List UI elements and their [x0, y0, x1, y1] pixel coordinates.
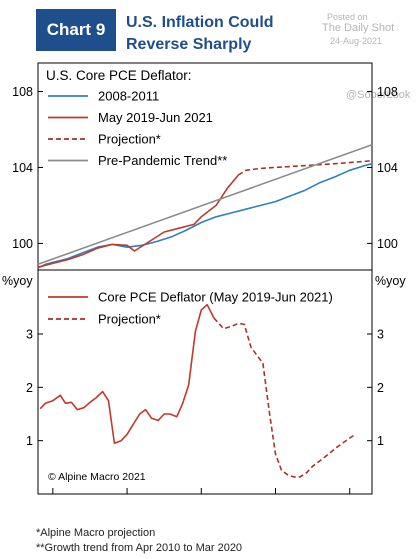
bottom-y-ticks: 1 1 2 2 3 3	[26, 328, 384, 449]
series-line-may-2019-jun-2021	[37, 174, 240, 268]
footnote-projection: *Alpine Macro projection	[36, 527, 156, 539]
x-axis-ticks: 20192020202120222023	[52, 488, 351, 494]
series-line-core-pce-deflator-may-2019-jun-2021	[39, 303, 215, 445]
watermark-posted-on: Posted on	[327, 12, 368, 22]
y-tick-label-right: 3	[377, 328, 384, 342]
legend-label-projection: Projection*	[98, 132, 161, 147]
chart-title-line1: U.S. Inflation Could	[126, 14, 274, 31]
y-tick-label-left: 3	[26, 328, 33, 342]
bottom-panel-frame	[37, 269, 373, 495]
bottom-legend: Core PCE Deflator (May 2019-Jun 2021) Pro…	[48, 290, 333, 327]
y-tick-label-right: 108	[377, 85, 398, 99]
legend-label-projection: Projection*	[98, 312, 161, 327]
y-tick-label-left: 104	[12, 161, 33, 175]
y-tick-label-left: 1	[26, 434, 33, 448]
top-panel-title: U.S. Core PCE Deflator:	[46, 68, 192, 83]
legend-label-may-2019-jun-2021: May 2019-Jun 2021	[98, 110, 213, 125]
watermark-site: The Daily Shot	[322, 22, 395, 34]
top-y-ticks: 100 100 104 104 108 108	[12, 85, 398, 251]
watermark-handle: @SoberLook	[346, 89, 411, 101]
legend-label-2008-2011: 2008-2011	[98, 89, 159, 104]
copyright-annotation: © Alpine Macro 2021	[48, 471, 146, 483]
chart-badge: Chart 9	[36, 9, 116, 51]
series-line-2008-2011	[37, 162, 373, 269]
legend-label-pre-pandemic-trend: Pre-Pandemic Trend**	[98, 153, 227, 168]
y-tick-label-right: 100	[377, 237, 398, 251]
bottom-series	[39, 303, 357, 478]
y-tick-label-right: 104	[377, 161, 398, 175]
chart-title: U.S. Inflation Could Reverse Sharply	[126, 12, 274, 56]
y-axis-label-left: %yoy	[2, 274, 33, 288]
top-series	[37, 143, 373, 269]
y-axis-label-right: %yoy	[375, 274, 406, 288]
y-tick-label-left: 108	[12, 85, 33, 99]
y-tick-label-left: 2	[26, 381, 33, 395]
chart-title-line2: Reverse Sharply	[126, 36, 252, 53]
series-line-projection	[213, 317, 357, 478]
series-line-pre-pandemic-trend	[37, 143, 373, 266]
bottom-panel: %yoy %yoy 1 1 2 2 3 3 Core PCE Deflator (May …	[2, 269, 406, 495]
watermark-date: 24-Aug-2021	[330, 36, 383, 46]
top-legend: 2008-2011 May 2019-Jun 2021 Projection* Pre…	[48, 89, 227, 168]
footnote-trend: **Growth trend from Apr 2010 to Mar 2020	[36, 542, 243, 554]
y-tick-label-right: 1	[377, 434, 384, 448]
y-tick-label-left: 100	[12, 237, 33, 251]
series-line-projection	[237, 160, 373, 176]
y-tick-label-right: 2	[377, 381, 384, 395]
legend-label-core-pce-deflator-may-2019-jun-2021: Core PCE Deflator (May 2019-Jun 2021)	[98, 290, 333, 305]
